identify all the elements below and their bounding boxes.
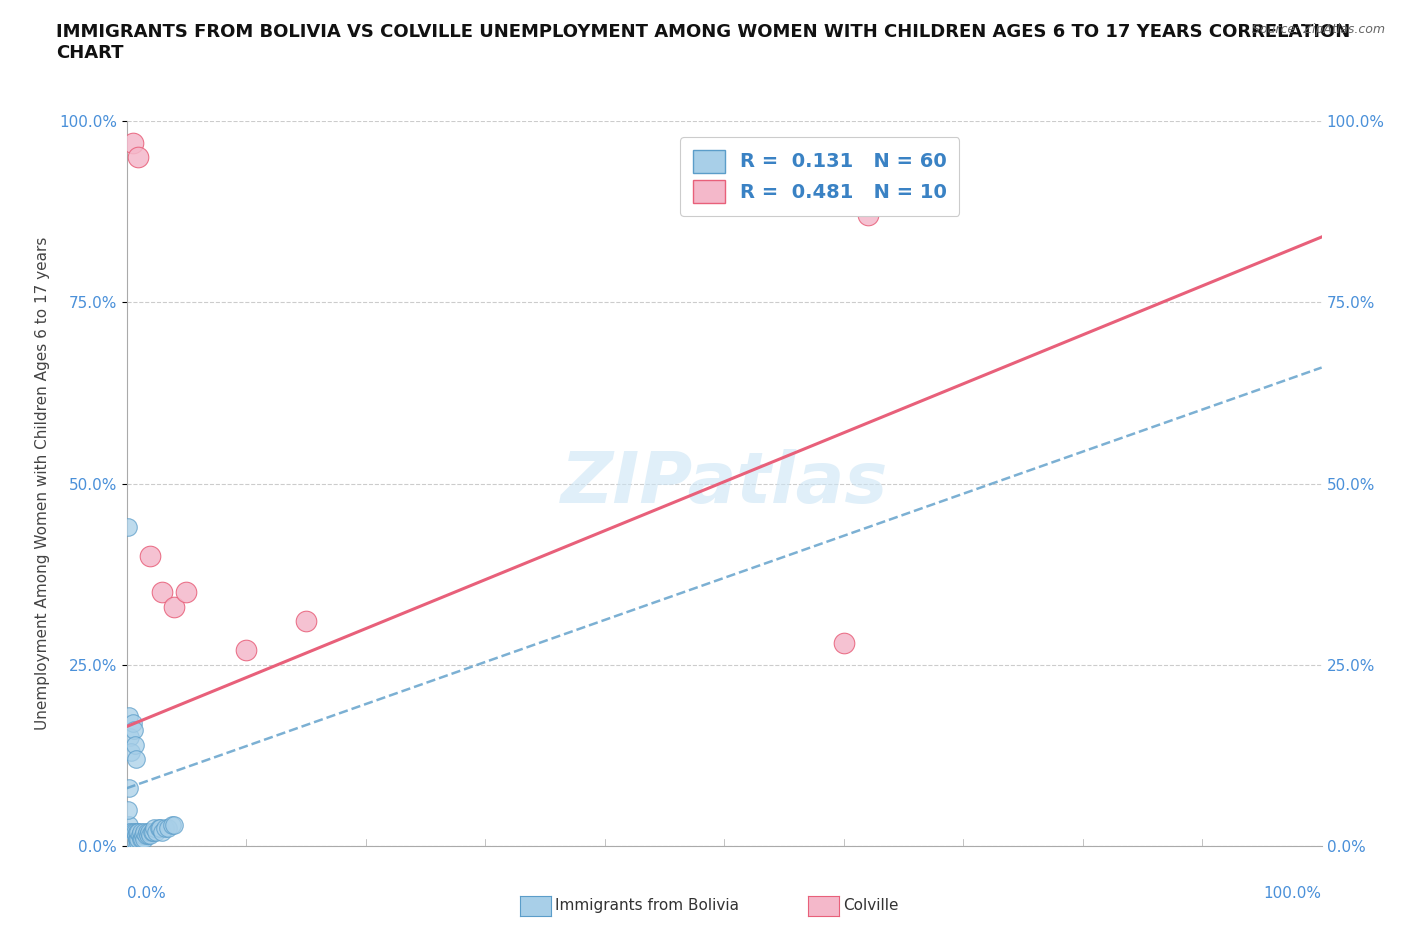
Text: Immigrants from Bolivia: Immigrants from Bolivia xyxy=(555,898,740,913)
Text: ZIPatlas: ZIPatlas xyxy=(561,449,887,518)
Point xyxy=(117,835,139,850)
Point xyxy=(117,520,139,535)
Point xyxy=(157,821,180,836)
Point xyxy=(294,614,316,629)
Point xyxy=(117,831,139,846)
Point xyxy=(117,824,139,839)
Text: 100.0%: 100.0% xyxy=(1264,886,1322,901)
Y-axis label: Unemployment Among Women with Children Ages 6 to 17 years: Unemployment Among Women with Children A… xyxy=(35,237,51,730)
Point xyxy=(118,831,141,846)
Point xyxy=(122,828,145,843)
Point xyxy=(127,824,149,839)
Point xyxy=(122,723,145,737)
Point xyxy=(118,781,141,796)
Point xyxy=(117,803,139,817)
Point xyxy=(120,831,142,846)
Point xyxy=(148,821,170,836)
Text: Colville: Colville xyxy=(844,898,898,913)
Point xyxy=(120,835,142,850)
Point xyxy=(127,150,149,165)
Point xyxy=(135,828,157,843)
Point xyxy=(134,831,156,846)
Point xyxy=(235,643,257,658)
Point xyxy=(141,824,163,839)
Point xyxy=(120,824,142,839)
Point xyxy=(127,835,149,850)
Point xyxy=(134,824,156,839)
Point xyxy=(129,824,152,839)
Text: 0.0%: 0.0% xyxy=(127,886,166,901)
Point xyxy=(150,585,174,600)
Point xyxy=(117,828,139,843)
Point xyxy=(120,835,142,850)
Point xyxy=(122,835,145,850)
Point xyxy=(124,737,146,752)
Point xyxy=(121,831,143,846)
Point xyxy=(127,831,149,846)
Point xyxy=(124,831,146,846)
Point xyxy=(142,824,165,839)
Point xyxy=(128,828,150,843)
Point xyxy=(121,835,143,850)
Point xyxy=(118,817,141,832)
Point xyxy=(139,828,162,843)
Point xyxy=(124,824,146,839)
Point xyxy=(125,751,148,766)
Point xyxy=(160,817,183,832)
Point xyxy=(832,636,855,651)
Point xyxy=(138,824,160,839)
Point xyxy=(125,835,148,850)
Point xyxy=(145,824,167,839)
Point xyxy=(121,824,143,839)
Point xyxy=(120,745,142,760)
Point xyxy=(136,828,159,843)
Point xyxy=(153,821,176,836)
Point xyxy=(127,824,149,839)
Point xyxy=(163,817,186,832)
Point xyxy=(120,730,142,745)
Point xyxy=(132,828,155,843)
Point xyxy=(127,831,149,846)
Point xyxy=(118,709,141,724)
Point xyxy=(131,831,153,846)
Text: Source: ZipAtlas.com: Source: ZipAtlas.com xyxy=(1251,23,1385,36)
Point xyxy=(174,585,197,600)
Point xyxy=(856,207,879,222)
Point xyxy=(121,135,143,150)
Point xyxy=(118,824,141,839)
Point xyxy=(139,549,162,564)
Point xyxy=(143,821,166,836)
Point xyxy=(150,824,174,839)
Point xyxy=(121,715,143,730)
Point xyxy=(163,600,186,615)
Point xyxy=(129,831,152,846)
Point xyxy=(120,828,142,843)
Point xyxy=(118,835,141,850)
Point xyxy=(149,821,172,836)
Point xyxy=(125,828,148,843)
Text: IMMIGRANTS FROM BOLIVIA VS COLVILLE UNEMPLOYMENT AMONG WOMEN WITH CHILDREN AGES : IMMIGRANTS FROM BOLIVIA VS COLVILLE UNEM… xyxy=(56,23,1351,62)
Legend: R =  0.131   N = 60, R =  0.481   N = 10: R = 0.131 N = 60, R = 0.481 N = 10 xyxy=(681,138,959,216)
Point xyxy=(135,824,157,839)
